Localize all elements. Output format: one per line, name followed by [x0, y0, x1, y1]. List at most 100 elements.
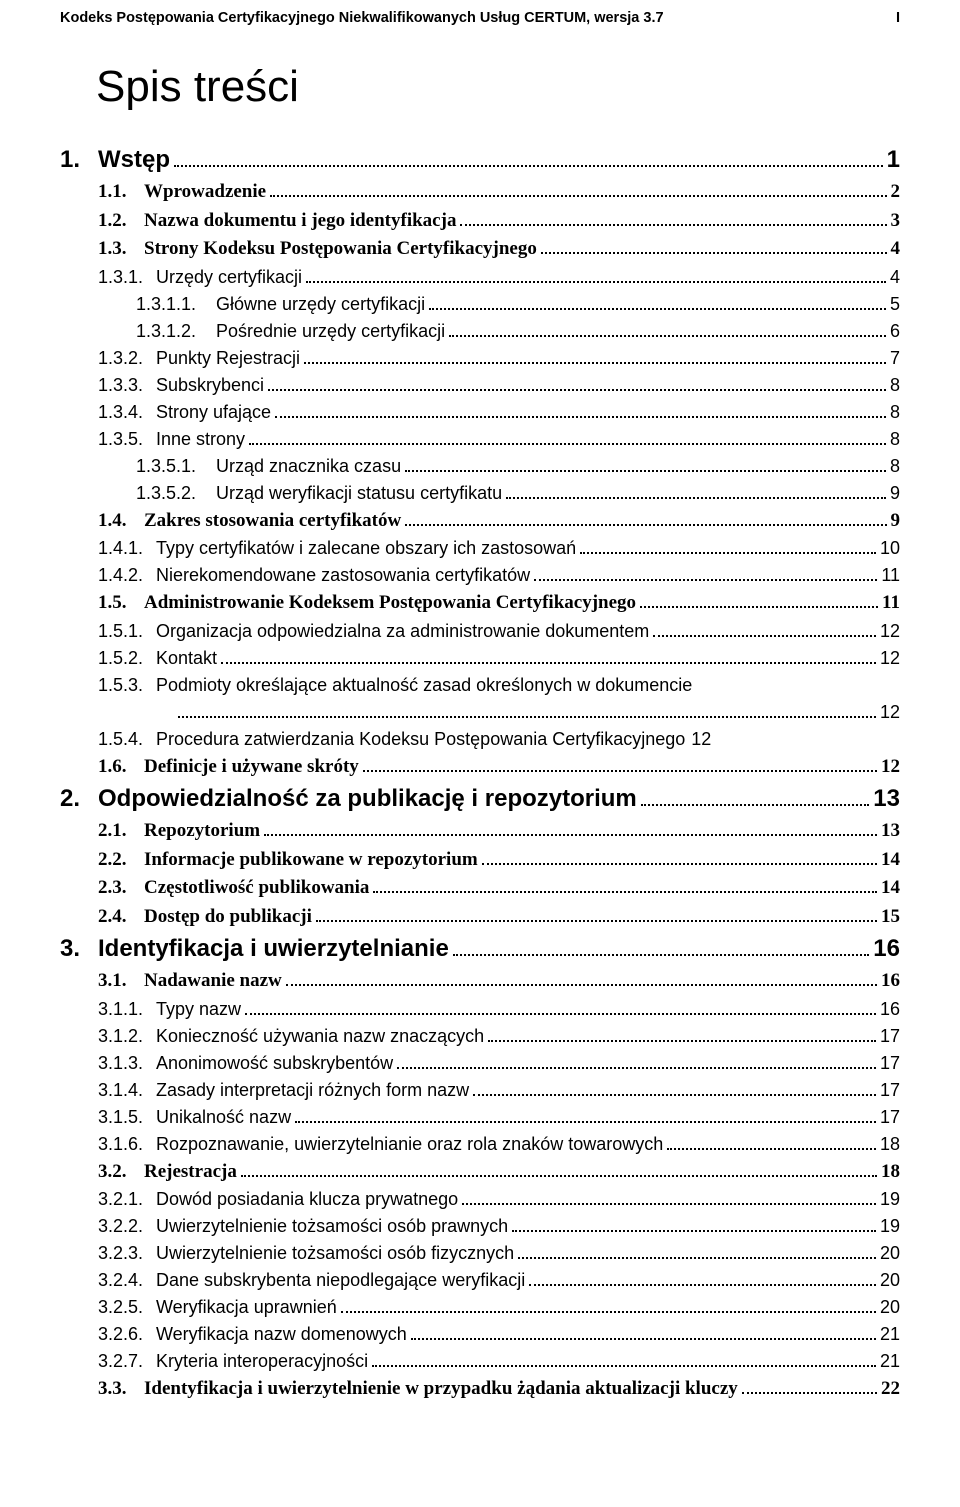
toc-row: 3.2.7.Kryteria interoperacyjności21 [98, 1348, 900, 1375]
toc-number: 3.2.2. [98, 1213, 150, 1240]
toc-label: Weryfikacja uprawnień [150, 1294, 337, 1321]
toc-row: 1.3.5.Inne strony8 [98, 426, 900, 453]
toc-number: 3.2.4. [98, 1267, 150, 1294]
toc-label: Wprowadzenie [138, 178, 266, 207]
toc-row: 1.5.4.Procedura zatwierdzania Kodeksu Po… [98, 726, 900, 753]
toc-page: 14 [881, 846, 900, 875]
toc-page: 20 [880, 1294, 900, 1321]
toc-row: 2.1.Repozytorium13 [98, 817, 900, 846]
toc-page: 9 [890, 480, 900, 507]
toc-label: Pośrednie urzędy certyfikacji [210, 318, 445, 345]
toc-row: 2.3.Częstotliwość publikowania14 [98, 874, 900, 903]
toc-page: 12 [880, 645, 900, 672]
toc-label: Nadawanie nazw [138, 967, 282, 996]
toc-label: Administrowanie Kodeksem Postępowania Ce… [138, 589, 636, 618]
toc-leader-dots [264, 819, 877, 836]
toc-number: 3.3. [98, 1375, 138, 1404]
toc-number: 1.3.5.1. [136, 453, 210, 480]
toc-label: Rejestracja [138, 1158, 237, 1187]
toc-number: 3.1.6. [98, 1131, 150, 1158]
toc-label: Nazwa dokumentu i jego identyfikacja [138, 207, 456, 236]
toc-page: 16 [880, 996, 900, 1023]
toc-row: 1.3.4.Strony ufające8 [98, 399, 900, 426]
toc-row: 1.6.Definicje i używane skróty12 [98, 753, 900, 782]
toc-leader-dots [506, 482, 886, 498]
toc-number: 1.4.2. [98, 562, 150, 589]
toc-label: Unikalność nazw [150, 1104, 291, 1131]
toc-page: 5 [890, 291, 900, 318]
toc-label: Subskrybenci [150, 372, 264, 399]
toc-label: Urząd znacznika czasu [210, 453, 401, 480]
toc-leader-dots [373, 876, 877, 893]
toc-number: 1.6. [98, 753, 138, 782]
toc-leader-dots [397, 1052, 876, 1068]
toc-leader-dots [411, 1324, 876, 1340]
toc-leader-dots [306, 266, 886, 282]
toc-leader-dots [482, 847, 877, 864]
toc-leader-dots [341, 1297, 876, 1313]
toc-leader-dots [453, 935, 870, 956]
toc-number: 3.1.4. [98, 1077, 150, 1104]
toc-row: 1.1.Wprowadzenie2 [98, 178, 900, 207]
toc-leader-dots [640, 591, 878, 608]
toc-leader-dots [304, 347, 886, 363]
toc-page: 19 [880, 1213, 900, 1240]
toc-row: 1.3.3.Subskrybenci8 [98, 372, 900, 399]
toc-leader-dots [249, 428, 886, 444]
toc-number: 1.3.1.2. [136, 318, 210, 345]
header-page-number: I [896, 10, 900, 26]
page-header: Kodeks Postępowania Certyfikacyjnego Nie… [60, 10, 900, 26]
toc-label: Kontakt [150, 645, 217, 672]
toc-row: 1.3.1.2.Pośrednie urzędy certyfikacji6 [136, 318, 900, 345]
toc-page: 12 [881, 753, 900, 782]
toc-leader-dots [316, 904, 877, 921]
toc-leader-dots [372, 1351, 876, 1367]
toc-label: Nierekomendowane zastosowania certyfikat… [150, 562, 530, 589]
toc-number: 1.5.1. [98, 618, 150, 645]
toc-number: 2. [60, 781, 92, 817]
toc-page: 20 [880, 1240, 900, 1267]
toc-number: 1.3.3. [98, 372, 150, 399]
toc-page: 14 [881, 874, 900, 903]
toc-leader-dots [518, 1243, 876, 1259]
toc-leader-dots [221, 647, 876, 663]
toc-page: 4 [890, 264, 900, 291]
toc-label: Identyfikacja i uwierzytelnianie [92, 931, 449, 967]
toc-leader-dots [295, 1106, 876, 1122]
toc-row: 1.5.1.Organizacja odpowiedzialna za admi… [98, 618, 900, 645]
toc-label: Urząd weryfikacji statusu certyfikatu [210, 480, 502, 507]
toc-leader-dots [742, 1377, 877, 1394]
toc-leader-dots [529, 1270, 876, 1286]
toc-container: 1.Wstęp11.1.Wprowadzenie21.2.Nazwa dokum… [60, 142, 900, 1404]
toc-number: 3.1.5. [98, 1104, 150, 1131]
toc-leader-dots [241, 1159, 877, 1176]
toc-page: 8 [890, 453, 900, 480]
toc-label: Weryfikacja nazw domenowych [150, 1321, 407, 1348]
toc-number: 3.1.3. [98, 1050, 150, 1077]
toc-label: Zasady interpretacji różnych form nazw [150, 1077, 469, 1104]
toc-leader-dots [488, 1025, 876, 1041]
toc-leader-dots [541, 237, 887, 254]
toc-row: 1.Wstęp1 [60, 142, 900, 178]
toc-number: 1.5.3. [98, 672, 150, 699]
toc-row: 3.2.5.Weryfikacja uprawnień 20 [98, 1294, 900, 1321]
toc-label: Identyfikacja i uwierzytelnienie w przyp… [138, 1375, 738, 1404]
toc-row: 1.4.Zakres stosowania certyfikatów9 [98, 507, 900, 536]
toc-page: 4 [891, 235, 901, 264]
toc-page: 12 [691, 726, 711, 753]
toc-page: 12 [880, 699, 900, 726]
toc-row: 2.Odpowiedzialność za publikację i repoz… [60, 781, 900, 817]
toc-row: 3.2.4.Dane subskrybenta niepodlegające w… [98, 1267, 900, 1294]
toc-page: 21 [880, 1348, 900, 1375]
toc-row: 3.1.6.Rozpoznawanie, uwierzytelnianie or… [98, 1131, 900, 1158]
toc-label: Odpowiedzialność za publikację i repozyt… [92, 781, 637, 817]
toc-number: 3.2.5. [98, 1294, 150, 1321]
toc-leader-dots [641, 785, 870, 806]
toc-number: 2.4. [98, 903, 138, 932]
toc-label: Uwierzytelnienie tożsamości osób fizyczn… [150, 1240, 514, 1267]
toc-label: Główne urzędy certyfikacji [210, 291, 425, 318]
toc-page: 21 [880, 1321, 900, 1348]
toc-number: 3. [60, 931, 92, 967]
toc-page: 13 [881, 817, 900, 846]
toc-row: 12 [174, 699, 900, 726]
